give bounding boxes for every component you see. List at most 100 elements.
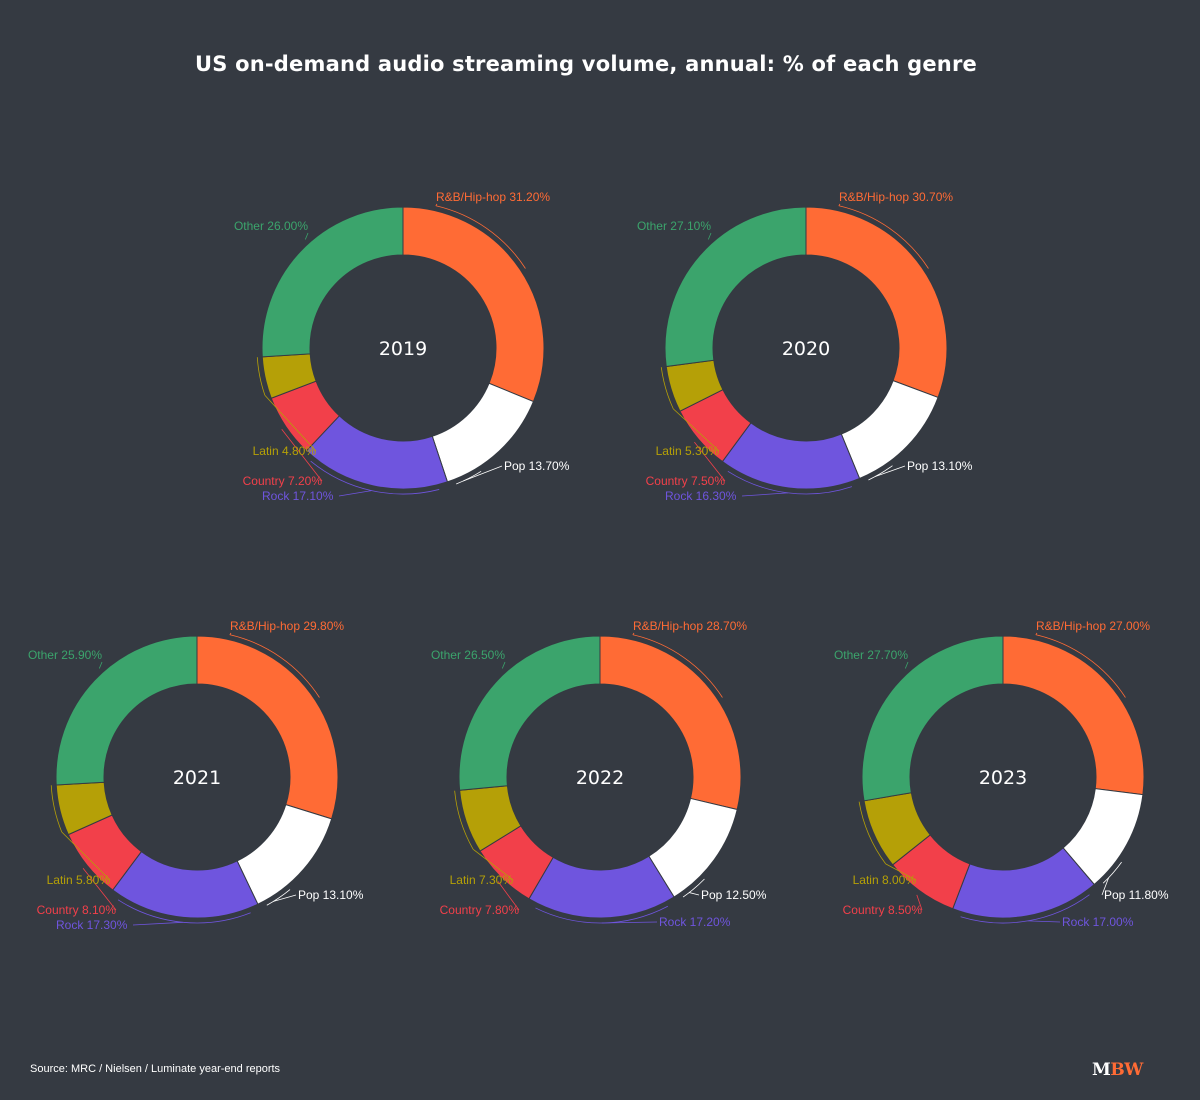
label-r-b-hip-hop-2021: R&B/Hip-hop 29.80% bbox=[230, 619, 344, 633]
bracket-rock-2023 bbox=[960, 894, 1090, 924]
label-latin-2021: Latin 5.80% bbox=[47, 873, 111, 887]
slice-rock-2022 bbox=[528, 855, 675, 919]
leader-latin-2019 bbox=[264, 394, 317, 452]
label-latin-2020: Latin 5.30% bbox=[656, 444, 720, 458]
leader-latin-2022 bbox=[472, 848, 514, 881]
bracket-latin-2020 bbox=[660, 367, 674, 410]
leader-other-2019 bbox=[304, 232, 309, 240]
leader-r-b-hip-hop-2019 bbox=[435, 203, 438, 206]
leader-other-2022 bbox=[501, 661, 506, 669]
label-pop-2021: Pop 13.10% bbox=[298, 888, 364, 902]
donut-chart-2019: R&B/Hip-hop 31.20% Pop 13.70% Rock 17.10%C… bbox=[234, 190, 570, 503]
leader-pop-2020 bbox=[875, 465, 906, 477]
center-label-2021: 2021 bbox=[173, 767, 221, 789]
donut-chart-2023: R&B/Hip-hop 27.00% Pop 11.80% Rock 17.00% C… bbox=[834, 619, 1169, 929]
center-label-2020: 2020 bbox=[782, 338, 830, 360]
donut-chart-2021: R&B/Hip-hop 29.80% Pop 13.10% Rock 17.30%C… bbox=[28, 619, 364, 932]
label-r-b-hip-hop-2020: R&B/Hip-hop 30.70% bbox=[839, 190, 953, 204]
source-note: Source: MRC / Nielsen / Luminate year-en… bbox=[30, 1063, 281, 1075]
leader-rock-2019 bbox=[338, 490, 372, 497]
bracket-rock-2020 bbox=[727, 470, 853, 495]
leader-pop-2022 bbox=[689, 892, 700, 896]
leader-rock-2021 bbox=[132, 921, 183, 926]
leader-country-2019 bbox=[281, 429, 323, 482]
leader-latin-2021 bbox=[61, 831, 111, 881]
bracket-pop-2020 bbox=[868, 465, 893, 481]
donut-chart-2020: R&B/Hip-hop 30.70% Pop 13.10% Rock 16.30%C… bbox=[637, 190, 973, 503]
leader-rock-2020 bbox=[741, 492, 789, 497]
slice-r-b-hip-hop-2021 bbox=[196, 635, 339, 820]
leader-r-b-hip-hop-2020 bbox=[838, 203, 841, 206]
label-rock-2023: Rock 17.00% bbox=[1062, 915, 1134, 929]
leader-rock-2023 bbox=[1027, 920, 1061, 923]
label-latin-2022: Latin 7.30% bbox=[450, 873, 514, 887]
bracket-latin-2021 bbox=[50, 785, 63, 833]
leader-other-2021 bbox=[98, 661, 103, 669]
center-label-2023: 2023 bbox=[979, 767, 1027, 789]
logo-bw: BW bbox=[1110, 1060, 1143, 1080]
slice-other-2022 bbox=[458, 635, 601, 791]
label-other-2021: Other 25.90% bbox=[28, 648, 102, 662]
leader-latin-2023 bbox=[885, 863, 917, 881]
leader-country-2020 bbox=[694, 441, 726, 482]
leader-pop-2023 bbox=[1101, 877, 1109, 896]
label-rock-2022: Rock 17.20% bbox=[659, 915, 731, 929]
bracket-pop-2021 bbox=[266, 889, 291, 906]
chart-title: US on-demand audio streaming volume, ann… bbox=[195, 52, 977, 76]
leader-r-b-hip-hop-2023 bbox=[1035, 632, 1038, 635]
label-pop-2019: Pop 13.70% bbox=[504, 459, 570, 473]
bracket-rock-2022 bbox=[535, 905, 669, 924]
leader-r-b-hip-hop-2022 bbox=[632, 632, 635, 635]
slice-r-b-hip-hop-2023 bbox=[1002, 635, 1145, 796]
slice-other-2020 bbox=[664, 206, 807, 368]
bracket-latin-2022 bbox=[454, 790, 474, 850]
label-country-2020: Country 7.50% bbox=[646, 474, 726, 488]
label-country-2022: Country 7.80% bbox=[440, 903, 520, 917]
label-country-2021: Country 8.10% bbox=[37, 903, 117, 917]
leader-r-b-hip-hop-2021 bbox=[229, 632, 232, 635]
leader-pop-2021 bbox=[273, 894, 297, 902]
label-rock-2021: Rock 17.30% bbox=[56, 918, 128, 932]
label-other-2020: Other 27.10% bbox=[637, 219, 711, 233]
bracket-r-b-hip-hop-2021 bbox=[229, 634, 320, 698]
slice-r-b-hip-hop-2020 bbox=[805, 206, 948, 399]
bracket-latin-2023 bbox=[858, 801, 886, 865]
leader-country-2021 bbox=[82, 868, 117, 911]
bracket-latin-2019 bbox=[256, 357, 266, 396]
bracket-r-b-hip-hop-2019 bbox=[435, 205, 526, 269]
label-other-2022: Other 26.50% bbox=[431, 648, 505, 662]
slice-other-2023 bbox=[861, 635, 1004, 802]
label-latin-2023: Latin 8.00% bbox=[853, 873, 917, 887]
label-country-2023: Country 8.50% bbox=[843, 903, 923, 917]
slice-other-2019 bbox=[261, 206, 404, 358]
bracket-pop-2023 bbox=[1102, 861, 1122, 884]
slice-other-2021 bbox=[55, 635, 198, 786]
mbw-logo: MBW bbox=[1092, 1060, 1143, 1080]
leader-latin-2020 bbox=[673, 408, 720, 452]
slice-r-b-hip-hop-2019 bbox=[402, 206, 545, 403]
logo-m: M bbox=[1092, 1060, 1111, 1080]
donut-chart-2022: R&B/Hip-hop 28.70% Pop 12.50% Rock 17.20% C… bbox=[431, 619, 767, 929]
label-r-b-hip-hop-2023: R&B/Hip-hop 27.00% bbox=[1036, 619, 1150, 633]
bracket-pop-2019 bbox=[456, 470, 482, 485]
label-other-2019: Other 26.00% bbox=[234, 219, 308, 233]
center-label-2022: 2022 bbox=[576, 767, 624, 789]
label-other-2023: Other 27.70% bbox=[834, 648, 908, 662]
label-rock-2019: Rock 17.10% bbox=[262, 489, 334, 503]
leader-country-2022 bbox=[497, 881, 520, 911]
leader-other-2020 bbox=[707, 232, 712, 240]
label-pop-2023: Pop 11.80% bbox=[1104, 888, 1169, 902]
bracket-r-b-hip-hop-2023 bbox=[1035, 634, 1126, 698]
label-pop-2022: Pop 12.50% bbox=[701, 888, 767, 902]
leader-rock-2022 bbox=[601, 921, 658, 924]
label-latin-2019: Latin 4.80% bbox=[253, 444, 317, 458]
label-country-2019: Country 7.20% bbox=[243, 474, 323, 488]
label-r-b-hip-hop-2022: R&B/Hip-hop 28.70% bbox=[633, 619, 747, 633]
leader-other-2023 bbox=[904, 661, 909, 669]
bracket-pop-2022 bbox=[682, 878, 705, 898]
leader-pop-2019 bbox=[463, 465, 503, 482]
leader-country-2023 bbox=[916, 894, 923, 911]
bracket-r-b-hip-hop-2020 bbox=[838, 205, 929, 269]
label-pop-2020: Pop 13.10% bbox=[907, 459, 973, 473]
